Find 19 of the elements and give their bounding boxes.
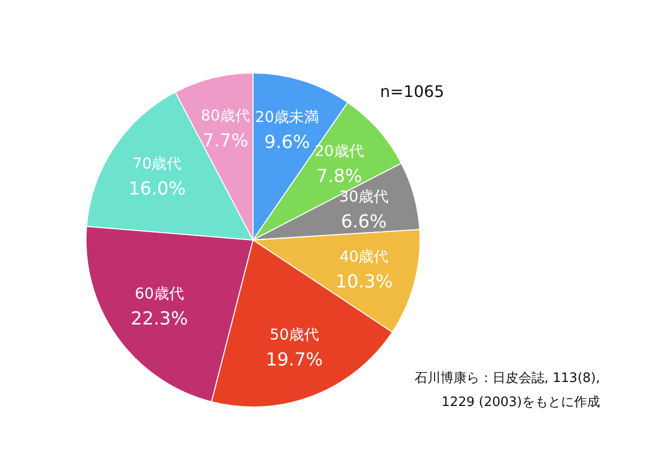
text: n=1065 — [380, 82, 444, 101]
data-label: 16.0% — [128, 178, 186, 200]
data-label: 7.8% — [316, 166, 362, 187]
slice-label: 40歳代 — [340, 248, 389, 266]
slice-label: 20歳代 — [314, 142, 364, 160]
text: 石川博康ら：日皮会誌, 113(8), — [414, 371, 600, 386]
data-label: 10.3% — [336, 272, 393, 293]
slice-label: 30歳代 — [339, 187, 388, 206]
text: 1229 (2003)をもとに作成 — [442, 395, 600, 410]
data-label: 6.6% — [340, 211, 387, 232]
data-label: 19.7% — [266, 349, 323, 370]
slice-label: 60歳代 — [134, 284, 184, 303]
data-label: 22.3% — [130, 308, 188, 330]
data-label: 9.6% — [264, 132, 310, 154]
slice-label: 20歳未満 — [255, 108, 320, 126]
slice-label: 80歳代 — [200, 106, 250, 124]
data-label: 7.7% — [202, 130, 248, 152]
slice-label: 50歳代 — [270, 325, 319, 344]
slice-label: 70歳代 — [132, 154, 182, 173]
